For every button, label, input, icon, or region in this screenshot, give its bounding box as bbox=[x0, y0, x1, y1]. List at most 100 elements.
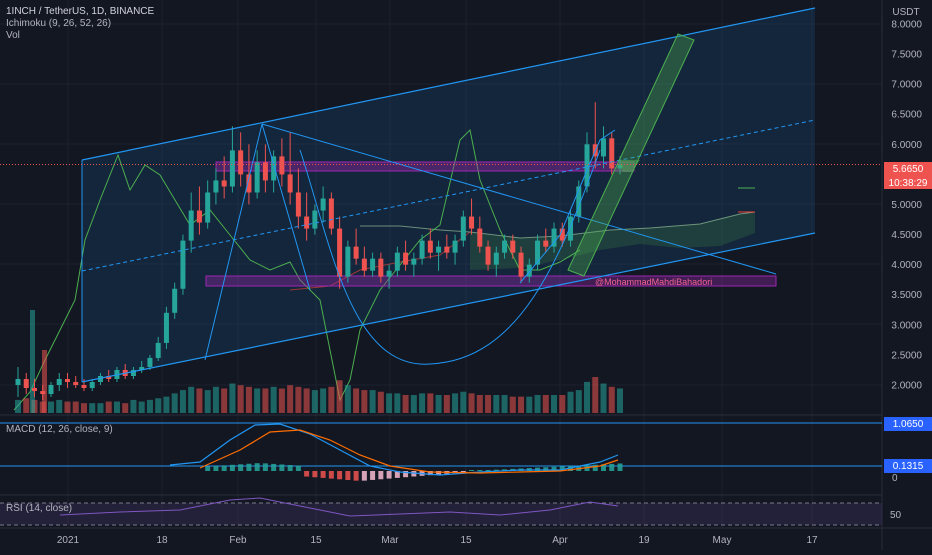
candle-body bbox=[180, 240, 186, 289]
candle-body bbox=[386, 270, 392, 277]
candle-body bbox=[89, 382, 95, 389]
macd-hist-bar bbox=[469, 470, 475, 471]
volume-bar bbox=[42, 350, 47, 413]
macd-hist-bar bbox=[345, 471, 351, 480]
price-tick: 6.0000 bbox=[891, 140, 922, 151]
volume-bar bbox=[122, 403, 129, 413]
candle-body bbox=[378, 258, 384, 277]
macd-zero-label: 0 bbox=[892, 473, 898, 484]
volume-bar bbox=[30, 310, 35, 413]
macd-hist-bar bbox=[535, 467, 541, 471]
candle-body bbox=[304, 216, 310, 229]
volume-bar bbox=[221, 388, 228, 413]
time-tick: May bbox=[713, 535, 732, 546]
candle-body bbox=[469, 216, 475, 229]
channel-upper bbox=[81, 7, 816, 161]
macd-lower-value: 0.1315 bbox=[893, 461, 924, 472]
macd-hist-bar bbox=[279, 464, 285, 471]
price-axis[interactable]: USDT8.00007.50007.00006.50006.00005.5000… bbox=[884, 7, 932, 521]
volume-bar bbox=[476, 395, 483, 413]
vol-label[interactable]: Vol bbox=[6, 30, 20, 41]
volume-bar bbox=[130, 399, 137, 413]
candle-body bbox=[584, 144, 590, 187]
rsi-tick: 50 bbox=[890, 510, 902, 521]
volume-bar bbox=[427, 393, 434, 413]
macd-hist-bar bbox=[361, 471, 367, 481]
support-zone bbox=[205, 275, 777, 287]
ichimoku-label[interactable]: Ichimoku (9, 26, 52, 26) bbox=[6, 18, 112, 29]
macd-hist-bar bbox=[353, 471, 359, 481]
macd-hist-bar bbox=[493, 469, 499, 471]
time-tick: 2021 bbox=[57, 535, 80, 546]
overlays-front: @MohammadMahdiBahadori bbox=[0, 7, 882, 383]
macd-hist-bar bbox=[287, 465, 293, 471]
price-tick: 3.0000 bbox=[891, 320, 922, 331]
candle-body bbox=[279, 156, 285, 175]
price-tick: 8.0000 bbox=[891, 20, 922, 31]
volume-bar bbox=[245, 386, 252, 413]
macd-label[interactable]: MACD (12, 26, close, 9) bbox=[6, 424, 113, 435]
candle-body bbox=[328, 198, 334, 229]
volume-bar bbox=[212, 386, 219, 413]
time-axis[interactable]: 2021 18 Feb 15 Mar 15 Apr 19 May 17 bbox=[57, 535, 818, 546]
volume-bar bbox=[534, 395, 541, 413]
volume-bar bbox=[377, 391, 384, 413]
volume-bar bbox=[584, 381, 591, 413]
candle-body bbox=[535, 240, 541, 265]
volume-bar bbox=[262, 388, 269, 413]
macd-hist-bar bbox=[394, 471, 400, 478]
volume-bar bbox=[567, 391, 574, 413]
candle-body bbox=[23, 379, 29, 389]
candle-body bbox=[337, 228, 343, 277]
time-tick: Feb bbox=[229, 535, 247, 546]
price-tick: 7.0000 bbox=[891, 80, 922, 91]
macd-hist-bar bbox=[213, 465, 219, 471]
price-tick: 4.0000 bbox=[891, 260, 922, 271]
price-tick: 4.5000 bbox=[891, 230, 922, 241]
candle-body bbox=[353, 246, 359, 259]
countdown-tag bbox=[884, 176, 932, 189]
ichimoku-cloud bbox=[470, 212, 755, 270]
candle-body bbox=[419, 240, 425, 259]
symbol-title[interactable]: 1INCH / TetherUS, 1D, BINANCE bbox=[6, 6, 155, 17]
channel-lower bbox=[81, 232, 816, 383]
candle-body bbox=[609, 138, 615, 169]
macd-lower-tag bbox=[884, 459, 932, 473]
volume-bar bbox=[551, 395, 558, 413]
volume-bar bbox=[419, 393, 426, 413]
candle-body bbox=[320, 198, 326, 211]
candle-body bbox=[345, 246, 351, 277]
price-tick: 6.5000 bbox=[891, 110, 922, 121]
volume-bar bbox=[179, 390, 186, 413]
candle-body bbox=[172, 288, 178, 313]
volume-bar bbox=[295, 386, 302, 413]
volume-bar bbox=[23, 398, 30, 413]
arrow-tip bbox=[620, 160, 640, 172]
volume-bar bbox=[287, 385, 294, 413]
candle-body bbox=[97, 375, 103, 383]
macd-hist-bar bbox=[229, 464, 235, 471]
volume-bar bbox=[229, 383, 236, 413]
channel-median bbox=[81, 119, 816, 272]
candle-body bbox=[568, 216, 574, 241]
volume-bar bbox=[501, 395, 508, 413]
macd-pane bbox=[0, 422, 882, 481]
volume-bar bbox=[72, 401, 79, 413]
projection-line bbox=[519, 129, 616, 284]
volume-bar bbox=[97, 403, 104, 413]
candle-body bbox=[559, 228, 565, 241]
macd-hist-bar bbox=[617, 463, 623, 471]
candle-body bbox=[403, 252, 409, 265]
candle-body bbox=[262, 162, 268, 181]
candle-body bbox=[287, 174, 293, 193]
candle-body bbox=[254, 162, 260, 193]
volume-bar bbox=[171, 393, 178, 413]
countdown-value: 10:38:29 bbox=[889, 178, 928, 189]
volume-bar bbox=[188, 386, 195, 413]
overlays-back bbox=[13, 8, 815, 411]
candle-body bbox=[411, 258, 417, 265]
rsi-label[interactable]: RSI (14, close) bbox=[6, 503, 73, 514]
time-tick: 15 bbox=[460, 535, 472, 546]
